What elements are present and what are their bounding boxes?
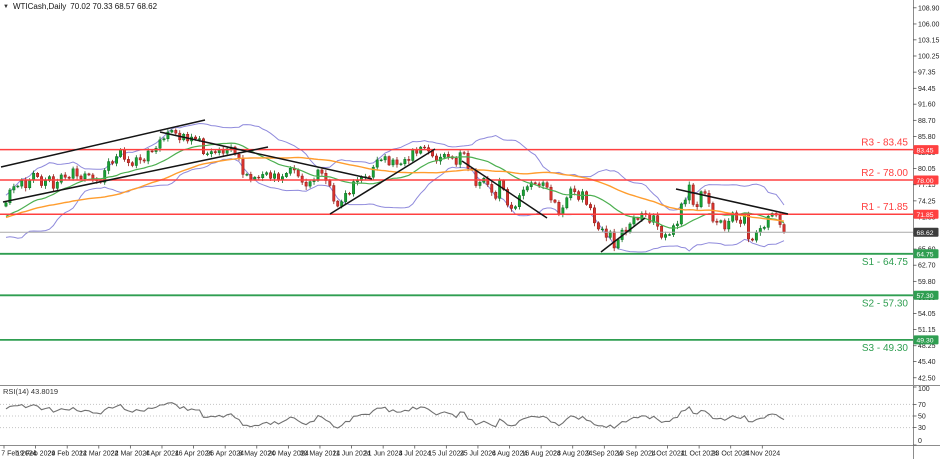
price-tick-label: 77.15 [918,182,936,189]
date-tick-label: 19 Sep 2024 [616,451,656,458]
rsi-indicator-label: RSI(14) 43.8019 [3,387,59,396]
price-badge [913,227,939,237]
support-label: S1 - 64.75 [862,257,909,268]
resistance-label: R1 - 71.85 [861,202,908,213]
trendline[interactable] [675,188,789,215]
price-tick-label: 103.15 [918,37,940,44]
trendline[interactable] [2,146,269,203]
svg-text:78.00: 78.00 [917,178,934,185]
price-tick-label: 94.45 [918,86,936,93]
price-tick-label: 88.70 [918,118,936,125]
date-tick-label: 12 Mar 2024 [79,451,118,458]
svg-text:83.45: 83.45 [917,147,934,154]
price-badge [913,145,939,155]
rsi-tick-label: 70 [918,402,926,409]
date-tick-label: 26 Apr 2024 [206,451,244,458]
date-tick-label: 11 Oct 2024 [680,451,718,458]
sma-slow-line [5,156,785,222]
moving-averages [5,142,785,229]
time-axis[interactable] [0,445,913,459]
bollinger-upper-band [5,122,785,211]
price-tick-label: 80.05 [918,166,936,173]
chart-header: ▼ WTICash,Daily 70.02 70.33 68.57 68.62 [3,2,157,11]
price-tick-label: 106.00 [918,21,940,28]
collapse-icon[interactable]: ▼ [3,3,9,10]
price-badge [913,209,939,219]
trendline[interactable] [329,148,436,215]
date-tick-label: 6 Aug 2024 [492,451,528,458]
sma-fast-line [5,142,785,229]
price-axis[interactable] [913,0,940,445]
trendline[interactable] [0,119,206,168]
date-tick-label: 22 Mar 2024 [111,451,150,458]
trendlines [0,119,789,253]
date-tick-label: 29 Feb 2024 [48,451,87,458]
price-tick-label: 59.80 [918,279,936,286]
price-badge [913,175,939,185]
symbol-title: WTICash,Daily [12,2,67,11]
price-badge [913,335,939,345]
date-tick-label: 20 May 2024 [268,451,309,458]
price-tick-label: 97.35 [918,70,936,77]
date-tick-label: 11 Jun 2024 [333,451,371,458]
rsi-tick-label: 50 [918,414,926,421]
support-label: S3 - 49.30 [862,343,909,354]
svg-text:57.30: 57.30 [917,293,934,300]
ohlc-readout: 70.02 70.33 68.57 68.62 [70,2,158,11]
rsi-tick-label: 0 [918,438,922,445]
price-badge [913,249,939,259]
support-levels: S1 - 64.75 S2 - 57.30 S3 - 49.30 [0,252,913,354]
date-tick-label: 1 Oct 2024 [650,451,684,458]
date-tick-label: 7 Feb 2024 [1,451,37,458]
rsi-line [5,402,785,429]
price-tick-label: 48.25 [918,343,936,350]
resistance-label: R3 - 83.45 [861,138,908,149]
price-tick-label: 42.50 [918,375,936,382]
rsi-tick-label: 100 [918,386,930,393]
date-tick-label: 19 Feb 2024 [16,451,55,458]
rsi-pane-graphics: 100 70 50 30 0 [0,386,930,446]
svg-text:49.30: 49.30 [917,338,934,345]
trendline[interactable] [159,131,373,180]
date-tick-label: 28 Aug 2024 [553,451,592,458]
resistance-levels: R3 - 83.45 R2 - 78.00 R1 - 71.85 [0,138,913,215]
svg-text:68.62: 68.62 [917,230,934,237]
price-tick-label: 45.40 [918,359,936,366]
date-tick-label: 25 Jul 2024 [460,451,496,458]
date-tick-label: 4 Apr 2024 [145,451,179,458]
price-badge [913,290,939,300]
rsi-tick-label: 30 [918,425,926,432]
date-tick-label: 15 Jul 2024 [428,451,464,458]
price-tick-label: 108.90 [918,5,940,12]
trendline[interactable] [461,160,548,219]
pane-separator[interactable] [0,383,913,388]
date-tick-label: 30 May 2024 [300,451,341,458]
svg-text:71.85: 71.85 [917,212,934,219]
date-tick-label: 21 Jun 2024 [364,451,403,458]
support-label: S2 - 57.30 [862,298,909,309]
price-tick-label: 54.05 [918,311,936,318]
date-tick-label: 23 Oct 2024 [712,451,750,458]
resistance-label: R2 - 78.00 [861,168,908,179]
price-tick-label: 85.80 [918,134,936,141]
date-tick-label: 4 Nov 2024 [744,451,780,458]
price-tick-label: 74.25 [918,198,936,205]
price-tick-label: 100.25 [918,53,940,60]
price-tick-label: 62.70 [918,263,936,270]
svg-text:64.75: 64.75 [917,252,934,259]
date-tick-label: 9 Sep 2024 [586,451,622,458]
date-tick-label: 8 May 2024 [238,451,275,458]
price-tick-label: 51.15 [918,327,936,334]
price-axis-badges: 83.45 78.00 71.85 68.62 64.75 57.30 49.30 [913,145,939,345]
date-tick-label: 3 Jul 2024 [399,451,431,458]
trendline[interactable] [600,217,646,253]
date-tick-label: 16 Apr 2024 [175,451,213,458]
date-tick-label: 16 Aug 2024 [521,451,560,458]
price-tick-label: 91.60 [918,102,936,109]
